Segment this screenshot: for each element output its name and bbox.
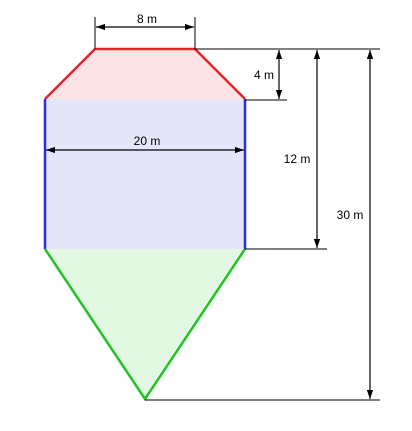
label-total-height: 30 m (337, 208, 364, 222)
label-top-height: 4 m (254, 68, 274, 82)
label-bg-total-height (334, 207, 366, 223)
cone-outline (43, 248, 247, 402)
label-bg-top-height (251, 67, 277, 83)
cone-bottom-section (45, 249, 245, 399)
label-bg-upper-height (281, 151, 313, 167)
label-middle-width: 20 m (134, 134, 161, 148)
label-upper-height: 12 m (284, 152, 311, 166)
cylinder-middle-section (45, 99, 245, 249)
frustum-outline (44, 47, 246, 100)
label-top-width: 8 m (137, 12, 157, 26)
frustum-top-section (45, 49, 245, 99)
